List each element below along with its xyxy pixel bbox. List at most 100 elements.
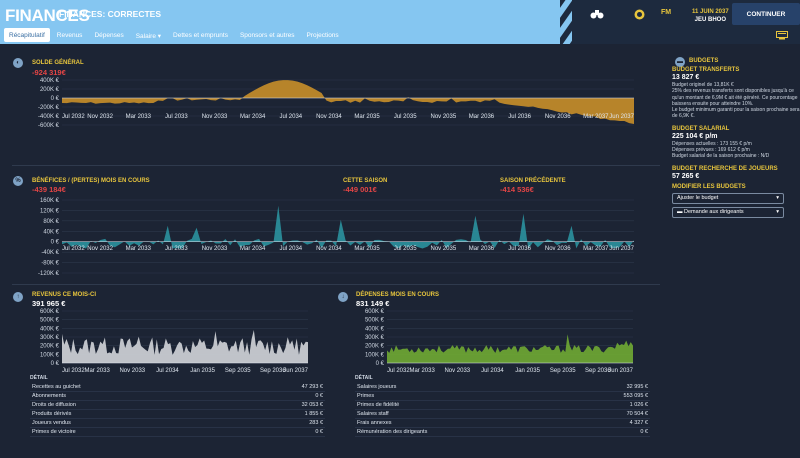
x-tick-label: Mar 2037 (583, 246, 609, 252)
x-tick-label: Nov 2034 (316, 246, 342, 252)
y-tick-label: 600K € (40, 309, 60, 315)
y-tick-label: -200K € (38, 105, 60, 111)
x-tick-label: Jun 2037 (283, 368, 308, 374)
profit-loss-icon: % (13, 176, 23, 186)
row-value: 283 € (309, 420, 323, 426)
x-tick-label: Jan 2035 (515, 368, 540, 374)
table-row: Rémunération des dirigeants 0 € (355, 428, 650, 437)
series-area (387, 334, 633, 363)
modify-budgets-title: MODIFIER LES BUDGETS (672, 183, 746, 190)
x-tick-label: Mar 2036 (469, 246, 495, 252)
row-label: Primes (357, 393, 375, 399)
x-tick-label: Jun 2037 (608, 368, 633, 374)
y-tick-label: 400K € (40, 326, 60, 332)
row-value: 0 € (315, 429, 323, 435)
scout-budget-value: 57 265 € (672, 172, 700, 180)
y-tick-label: -120K € (38, 271, 60, 277)
profit-chart: 160K € 120K € 80K € 40K € 0 € -40K € -80K € -12… (38, 198, 635, 277)
x-tick-label: Sep 2035 (550, 368, 576, 374)
salary-current: Dépenses actuelles : 173 155 € p/m (672, 140, 752, 147)
chat-icon[interactable] (776, 31, 788, 42)
y-tick-label: 100K € (365, 352, 385, 358)
y-tick-label: 120K € (40, 208, 60, 214)
row-value: 32 995 € (626, 384, 648, 390)
row-label: Abonnements (32, 393, 66, 399)
row-label: Joueurs vendus (32, 420, 71, 426)
x-tick-label: Nov 2033 (444, 368, 470, 374)
expenses-detail-label: DÉTAIL (355, 375, 373, 381)
row-value: 47 293 € (301, 384, 323, 390)
transfer-budget-original: Budget originel de 13,81K € (672, 82, 734, 88)
x-tick-label: Jul 2034 (156, 368, 179, 374)
y-tick-label: 500K € (365, 318, 385, 324)
y-tick-label: 160K € (40, 198, 60, 204)
y-tick-label: -600K € (38, 123, 60, 129)
budgets-title: BUDGETS (689, 58, 719, 64)
tab-depenses[interactable]: Dépenses (94, 32, 124, 39)
y-tick-label: 0 € (51, 240, 60, 246)
prev-season-value: -414 536€ (500, 185, 534, 194)
tab-projections[interactable]: Projections (306, 32, 339, 39)
x-tick-label: Mar 2033 (126, 114, 152, 120)
x-tick-label: Jul 2032 (62, 114, 85, 120)
table-row: Primes de victoire 0 € (30, 428, 325, 437)
tab-revenus[interactable]: Revenus (56, 32, 83, 39)
row-label: Droits de diffusion (32, 402, 76, 408)
adjust-budget-dropdown[interactable]: Ajuster le budget ▾ (672, 192, 784, 204)
fm-logo[interactable]: FM (661, 9, 672, 16)
y-tick-label: 600K € (365, 309, 385, 315)
tab-recapitulatif[interactable]: Récapitulatif (4, 28, 50, 42)
row-value: 0 € (315, 393, 323, 399)
salary-planned: Dépenses prévues : 169 612 € p/m (672, 147, 750, 154)
table-row: Produits dérivés 1 855 € (30, 410, 325, 419)
request-board-dropdown[interactable]: ▬ Demande aux dirigeants ▾ (672, 206, 784, 218)
tab-bar: Récapitulatif Revenus Dépenses Salaire ▾… (4, 28, 344, 44)
prev-season-title: SAISON PRÉCÉDENTE (500, 178, 566, 184)
x-tick-label: Mar 2037 (583, 114, 609, 120)
y-tick-label: 200K € (40, 344, 60, 350)
transfer-budget-value: 13 827 € (672, 74, 700, 81)
expenses-chart: 600K €500K €400K €300K €200K €100K €0 €J… (365, 309, 634, 374)
row-label: Frais annexes (357, 420, 392, 426)
table-row: Frais annexes 4 327 € (355, 419, 650, 428)
balance-value: -924 319€ (32, 68, 66, 77)
balance-icon: ◐ (13, 58, 23, 68)
binoculars-icon[interactable] (590, 9, 604, 22)
x-tick-label: Nov 2035 (430, 246, 456, 252)
expenses-detail-table: DÉTAIL Salaires joueurs 32 995 € Primes 553… (355, 375, 650, 437)
club-crest-icon[interactable] (634, 9, 645, 23)
balance-title: SOLDE GÉNÉRAL (32, 60, 84, 66)
y-tick-label: 0 € (376, 361, 385, 367)
table-row: Primes de fidélité 1 026 € (355, 401, 650, 410)
y-tick-label: 40K € (43, 229, 59, 235)
season-title: CETTE SAISON (343, 178, 388, 184)
x-tick-label: Jul 2034 (279, 246, 302, 252)
x-tick-label: Jun 2037 (609, 114, 634, 120)
row-value: 553 095 € (623, 393, 648, 399)
x-tick-label: Sep 2035 (225, 368, 251, 374)
y-tick-label: 400K € (365, 326, 385, 332)
table-row: Recettes au guichet 47 293 € (30, 383, 325, 392)
row-label: Produits dérivés (32, 411, 72, 417)
x-tick-label: Mar 2036 (469, 114, 495, 120)
budgets-sidebar: BUDGETS BUDGET TRANSFERTS 13 827 € Budge… (672, 55, 800, 295)
expenses-icon: ↓ (338, 292, 348, 302)
x-tick-label: Jul 2036 (508, 246, 531, 252)
y-tick-label: 200K € (365, 344, 385, 350)
tab-sponsors[interactable]: Sponsors et autres (239, 32, 295, 39)
tab-salaire[interactable]: Salaire ▾ (135, 33, 162, 40)
tab-dettes[interactable]: Dettes et emprunts (173, 32, 228, 39)
profit-title: BÉNÉFICES / (PERTES) MOIS EN COURS (32, 178, 150, 184)
x-tick-label: Mar 2035 (354, 246, 380, 252)
chevron-down-icon: ▾ (776, 195, 779, 202)
row-label: Recettes au guichet (32, 384, 81, 390)
income-icon: ↑ (13, 292, 23, 302)
x-tick-label: Mar 2033 (84, 368, 110, 374)
row-label: Salaires staff (357, 411, 389, 417)
row-label: Rémunération des dirigeants (357, 429, 428, 435)
continue-button[interactable]: CONTINUER (732, 3, 800, 25)
x-tick-label: Jul 2032 (387, 368, 410, 374)
y-tick-label: 200K € (40, 87, 60, 93)
x-tick-label: Mar 2035 (354, 114, 380, 120)
y-tick-label: 500K € (40, 318, 60, 324)
